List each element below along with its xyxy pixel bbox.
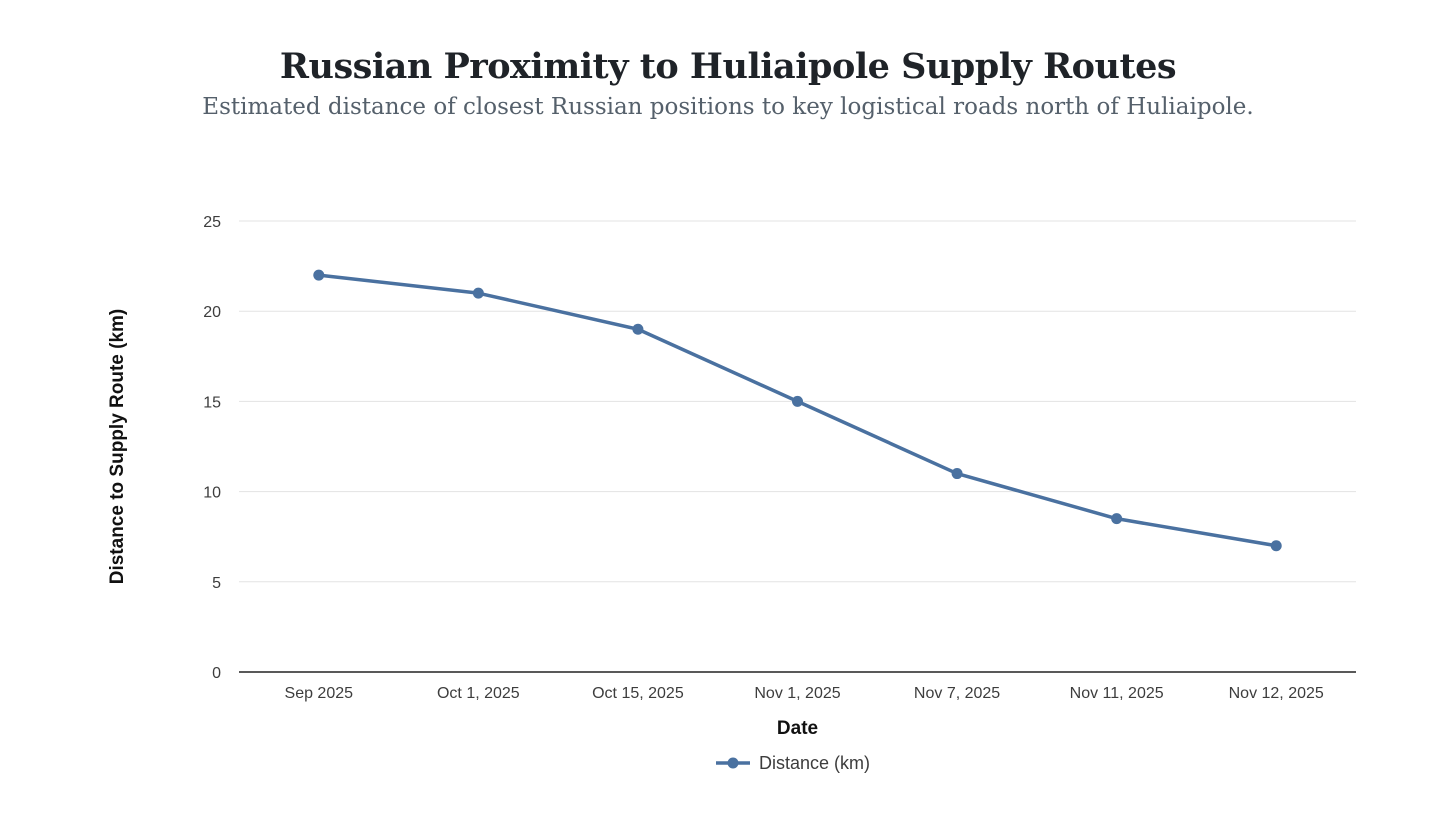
data-point	[792, 395, 803, 407]
y-axis-ticks: 0 5 10 15 20 25	[203, 214, 221, 682]
legend[interactable]: Distance (km)	[716, 753, 870, 773]
y-tick-label: 5	[212, 575, 221, 592]
x-tick-label: Nov 7, 2025	[914, 685, 1000, 702]
y-axis-title: Distance to Supply Route (km)	[107, 309, 128, 585]
chart-title: Russian Proximity to Huliaipole Supply R…	[279, 46, 1177, 87]
data-point	[951, 468, 963, 480]
x-tick-label: Nov 1, 2025	[754, 685, 840, 702]
y-tick-label: 0	[212, 665, 221, 682]
data-point	[1270, 540, 1282, 552]
x-tick-label: Oct 1, 2025	[437, 685, 520, 702]
data-point	[472, 287, 484, 299]
data-point	[1111, 513, 1123, 525]
series-line	[317, 273, 1278, 548]
x-tick-label: Oct 15, 2025	[592, 685, 684, 702]
x-axis-title: Date	[777, 718, 818, 739]
y-tick-label: 10	[203, 485, 221, 502]
data-point	[313, 269, 325, 281]
y-tick-label: 15	[203, 394, 221, 411]
x-axis-ticks: Sep 2025 Oct 1, 2025 Oct 15, 2025 Nov 1, 20…	[285, 685, 1324, 702]
chart-subtitle: Estimated distance of closest Russian po…	[202, 94, 1254, 120]
x-tick-label: Sep 2025	[285, 685, 354, 702]
legend-label: Distance (km)	[759, 753, 870, 773]
x-tick-label: Nov 11, 2025	[1070, 685, 1164, 702]
x-tick-label: Nov 12, 2025	[1229, 685, 1324, 702]
series-layer	[313, 269, 1282, 552]
legend-marker	[727, 757, 739, 769]
data-point	[632, 323, 644, 335]
y-tick-label: 20	[203, 304, 221, 321]
y-tick-label: 25	[203, 214, 221, 231]
